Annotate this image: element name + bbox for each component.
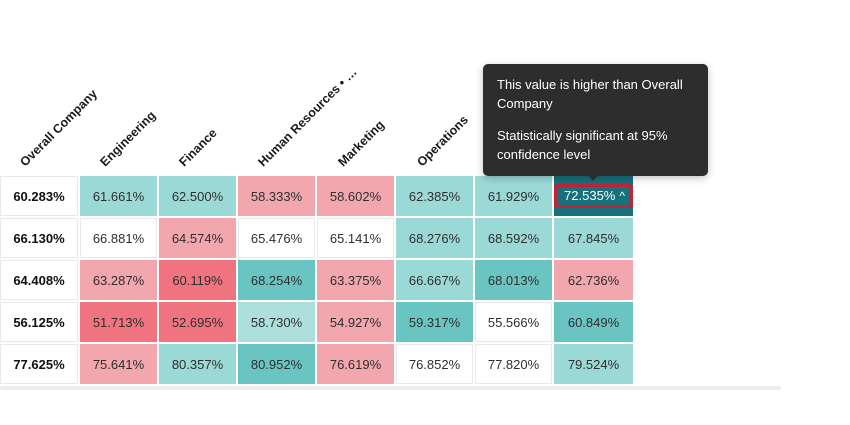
heatmap-cell[interactable]: 67.845% bbox=[554, 218, 633, 258]
heatmap-table: 60.283% 61.661% 62.500% 58.333% 58.602% 62.38… bbox=[0, 176, 633, 384]
heatmap-cell[interactable]: 62.736% bbox=[554, 260, 633, 300]
heatmap-cell[interactable]: 76.852% bbox=[396, 344, 474, 384]
overall-company-value-cell[interactable]: 56.125% bbox=[0, 302, 78, 342]
heatmap-cell[interactable]: 61.661% bbox=[80, 176, 157, 216]
heatmap-cell[interactable]: 60.849% bbox=[554, 302, 633, 342]
column-header-overall-company: Overall Company bbox=[17, 86, 101, 170]
heatmap-cell[interactable]: 76.619% bbox=[317, 344, 395, 384]
tooltip-line-2: Statistically significant at 95% confide… bbox=[497, 127, 668, 162]
column-header-engineering: Engineering bbox=[97, 108, 159, 170]
heatmap-cell[interactable]: 77.820% bbox=[475, 344, 553, 384]
heatmap-cell[interactable]: 68.013% bbox=[475, 260, 553, 300]
overall-company-value-cell[interactable]: 64.408% bbox=[0, 260, 78, 300]
heatmap-cell[interactable]: 65.476% bbox=[238, 218, 316, 258]
heatmap-cell[interactable]: 62.500% bbox=[159, 176, 236, 216]
tooltip: This value is higher than Overall Compan… bbox=[483, 64, 708, 177]
heatmap-cell[interactable]: 80.952% bbox=[238, 344, 316, 384]
cell-value: 72.535% bbox=[564, 188, 616, 203]
heatmap-cell[interactable]: 65.141% bbox=[317, 218, 395, 258]
heatmap-cell[interactable]: 79.524% bbox=[554, 344, 633, 384]
heatmap-cell[interactable]: 61.929% bbox=[475, 176, 553, 216]
tooltip-line-1: This value is higher than Overall Compan… bbox=[497, 77, 683, 111]
heatmap-cell[interactable]: 58.333% bbox=[238, 176, 316, 216]
heatmap-cell[interactable]: 68.254% bbox=[238, 260, 316, 300]
heatmap-cell[interactable]: 59.317% bbox=[396, 302, 474, 342]
overall-company-value-cell[interactable]: 60.283% bbox=[0, 176, 78, 216]
heatmap-cell[interactable]: 63.375% bbox=[317, 260, 395, 300]
heatmap-cell[interactable]: 58.730% bbox=[238, 302, 316, 342]
heatmap-cell[interactable]: 72.535% ^ bbox=[554, 176, 633, 216]
heatmap-cell[interactable]: 64.574% bbox=[159, 218, 236, 258]
higher-than-overall-caret-icon: ^ bbox=[619, 188, 625, 203]
heatmap-cell[interactable]: 55.566% bbox=[475, 302, 553, 342]
column-header-operations: Operations bbox=[414, 112, 471, 170]
column-header-finance: Finance bbox=[176, 125, 220, 170]
heatmap-cell[interactable]: 58.602% bbox=[317, 176, 395, 216]
significance-highlight-box: 72.535% ^ bbox=[554, 184, 633, 208]
heatmap-cell[interactable]: 60.119% bbox=[159, 260, 236, 300]
heatmap-cell[interactable]: 68.592% bbox=[475, 218, 553, 258]
heatmap-cell[interactable]: 66.881% bbox=[80, 218, 157, 258]
heatmap-cell[interactable]: 54.927% bbox=[317, 302, 395, 342]
overall-company-value-cell[interactable]: 77.625% bbox=[0, 344, 78, 384]
overall-company-value-cell[interactable]: 66.130% bbox=[0, 218, 78, 258]
heatmap-cell[interactable]: 75.641% bbox=[80, 344, 157, 384]
column-header-marketing: Marketing bbox=[335, 117, 388, 170]
heatmap-cell[interactable]: 51.713% bbox=[80, 302, 157, 342]
tooltip-arrow-icon bbox=[585, 172, 601, 181]
heatmap-cell[interactable]: 52.695% bbox=[159, 302, 236, 342]
heatmap-cell[interactable]: 68.276% bbox=[396, 218, 474, 258]
heatmap-cell[interactable]: 66.667% bbox=[396, 260, 474, 300]
heatmap-cell[interactable]: 62.385% bbox=[396, 176, 474, 216]
heatmap-cell[interactable]: 80.357% bbox=[159, 344, 236, 384]
horizontal-scrollbar-track[interactable] bbox=[0, 386, 781, 390]
heatmap-cell[interactable]: 63.287% bbox=[80, 260, 157, 300]
